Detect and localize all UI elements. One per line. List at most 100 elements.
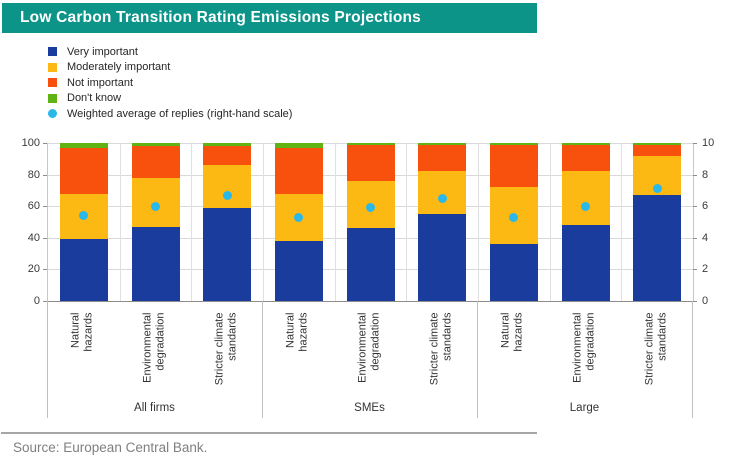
- legend-item-moderately-important: Moderately important: [48, 60, 292, 76]
- legend-label: Not important: [67, 76, 134, 89]
- stacked-bar: [131, 143, 180, 301]
- bar-segment-very-important: [346, 228, 395, 301]
- dont-know-swatch-icon: [48, 93, 57, 103]
- group-separator-line: [692, 301, 693, 418]
- legend-label: Moderately important: [67, 61, 171, 74]
- weighted-average-dot: [509, 212, 519, 222]
- group-label: SMEs: [354, 402, 385, 414]
- right-axis-tick-label: 8: [702, 168, 709, 181]
- bar-segment-dont-know: [633, 143, 682, 145]
- stacked-bar: [561, 143, 610, 301]
- stacked-bar: [59, 143, 108, 301]
- bar-segment-very-important: [59, 239, 108, 301]
- bar-segment-very-important: [131, 226, 180, 301]
- weighted-average-dot: [437, 193, 447, 203]
- x-category-label: Stricter climate standards: [428, 312, 454, 386]
- right-axis-tickmark: [693, 237, 697, 239]
- group-label: Large: [569, 402, 600, 414]
- x-category-label: Natural hazards: [69, 312, 95, 352]
- stacked-bar: [346, 143, 395, 301]
- left-axis-tickmark: [43, 301, 47, 302]
- weighted-average-dot: [652, 184, 662, 194]
- left-axis-tick-label: 80: [27, 168, 40, 181]
- bar-segment-dont-know: [131, 143, 180, 147]
- bar-segment-not-important: [203, 146, 252, 166]
- bar-segment-dont-know: [274, 143, 323, 148]
- very-important-swatch-icon: [48, 47, 57, 57]
- category-separator-line: [550, 143, 551, 301]
- x-category-label: Stricter climate standards: [643, 312, 669, 386]
- bar-segment-not-important: [418, 144, 467, 172]
- bar-segment-not-important: [274, 147, 323, 194]
- bar-segment-very-important: [561, 225, 610, 301]
- bar-segment-dont-know: [59, 143, 108, 148]
- group-separator-line: [262, 301, 263, 418]
- legend: Very important Moderately important Not …: [48, 44, 292, 122]
- bar-segment-very-important: [274, 240, 323, 301]
- bar-segment-very-important: [489, 244, 538, 301]
- right-axis-tick-label: 10: [702, 137, 715, 149]
- weighted-average-dot: [79, 211, 89, 221]
- category-separator-line: [406, 143, 407, 301]
- right-axis-tickmark: [693, 301, 697, 302]
- stacked-bar: [418, 143, 467, 301]
- stacked-bar: [633, 143, 682, 301]
- legend-item-very-important: Very important: [48, 44, 292, 60]
- weighted-average-dot: [151, 201, 160, 211]
- bar-segment-very-important: [203, 207, 252, 301]
- bar-segment-not-important: [131, 146, 180, 178]
- category-separator-line: [478, 143, 479, 301]
- group-separator-line: [477, 301, 478, 418]
- x-category-label: Natural hazards: [284, 312, 310, 352]
- legend-label: Don't know: [67, 92, 122, 105]
- legend-label: Very important: [67, 45, 138, 58]
- plot-area: [47, 143, 694, 302]
- bar-segment-moderately-important: [203, 165, 252, 208]
- right-axis-tickmark: [693, 143, 697, 144]
- group-separator-line: [47, 301, 48, 418]
- weighted-average-dot: [581, 201, 590, 211]
- bar-segment-very-important: [418, 214, 467, 301]
- weighted-average-dot: [222, 190, 232, 200]
- right-axis-tick-label: 6: [702, 200, 709, 213]
- group-label: All firms: [134, 402, 175, 414]
- right-axis-tick-label: 0: [702, 295, 709, 307]
- source-note: Source: European Central Bank.: [13, 440, 208, 455]
- bar-segment-dont-know: [489, 143, 538, 145]
- chart-title: Low Carbon Transition Rating Emissions P…: [20, 9, 421, 26]
- category-separator-line: [191, 143, 192, 301]
- bar-segment-not-important: [489, 144, 538, 188]
- stacked-bar: [489, 143, 538, 301]
- bar-segment-not-important: [59, 147, 108, 194]
- legend-item-weighted-average: Weighted average of replies (right-hand …: [48, 106, 292, 122]
- legend-item-dont-know: Don't know: [48, 91, 292, 107]
- right-axis-tickmark: [693, 206, 697, 208]
- category-separator-line: [335, 143, 336, 301]
- bar-segment-moderately-important: [561, 171, 610, 226]
- x-category-label: Natural hazards: [499, 312, 525, 352]
- legend-label: Weighted average of replies (right-hand …: [67, 107, 293, 120]
- legend-item-not-important: Not important: [48, 75, 292, 91]
- category-separator-line: [120, 143, 121, 301]
- bar-segment-moderately-important: [418, 171, 467, 215]
- stacked-bar: [203, 143, 252, 301]
- x-category-label: Environmental degradation: [141, 312, 167, 383]
- bar-segment-very-important: [633, 195, 682, 301]
- left-axis-tick-label: 60: [27, 200, 40, 213]
- left-axis-tickmark: [43, 143, 47, 144]
- bar-segment-dont-know: [418, 143, 467, 145]
- bar-segment-not-important: [346, 144, 395, 181]
- left-axis-tick-label: 20: [27, 263, 40, 276]
- x-category-label: Environmental degradation: [571, 312, 597, 383]
- left-axis-tickmark: [43, 237, 47, 239]
- weighted-average-dot: [294, 212, 304, 222]
- category-separator-line: [263, 143, 264, 301]
- right-axis-tickmark: [693, 174, 697, 176]
- not-important-swatch-icon: [48, 78, 57, 88]
- bar-segment-dont-know: [346, 143, 395, 145]
- x-category-label: Stricter climate standards: [213, 312, 239, 386]
- separator-line: [1, 432, 537, 434]
- left-axis-tick-label: 40: [27, 231, 40, 244]
- x-category-label: Environmental degradation: [356, 312, 382, 383]
